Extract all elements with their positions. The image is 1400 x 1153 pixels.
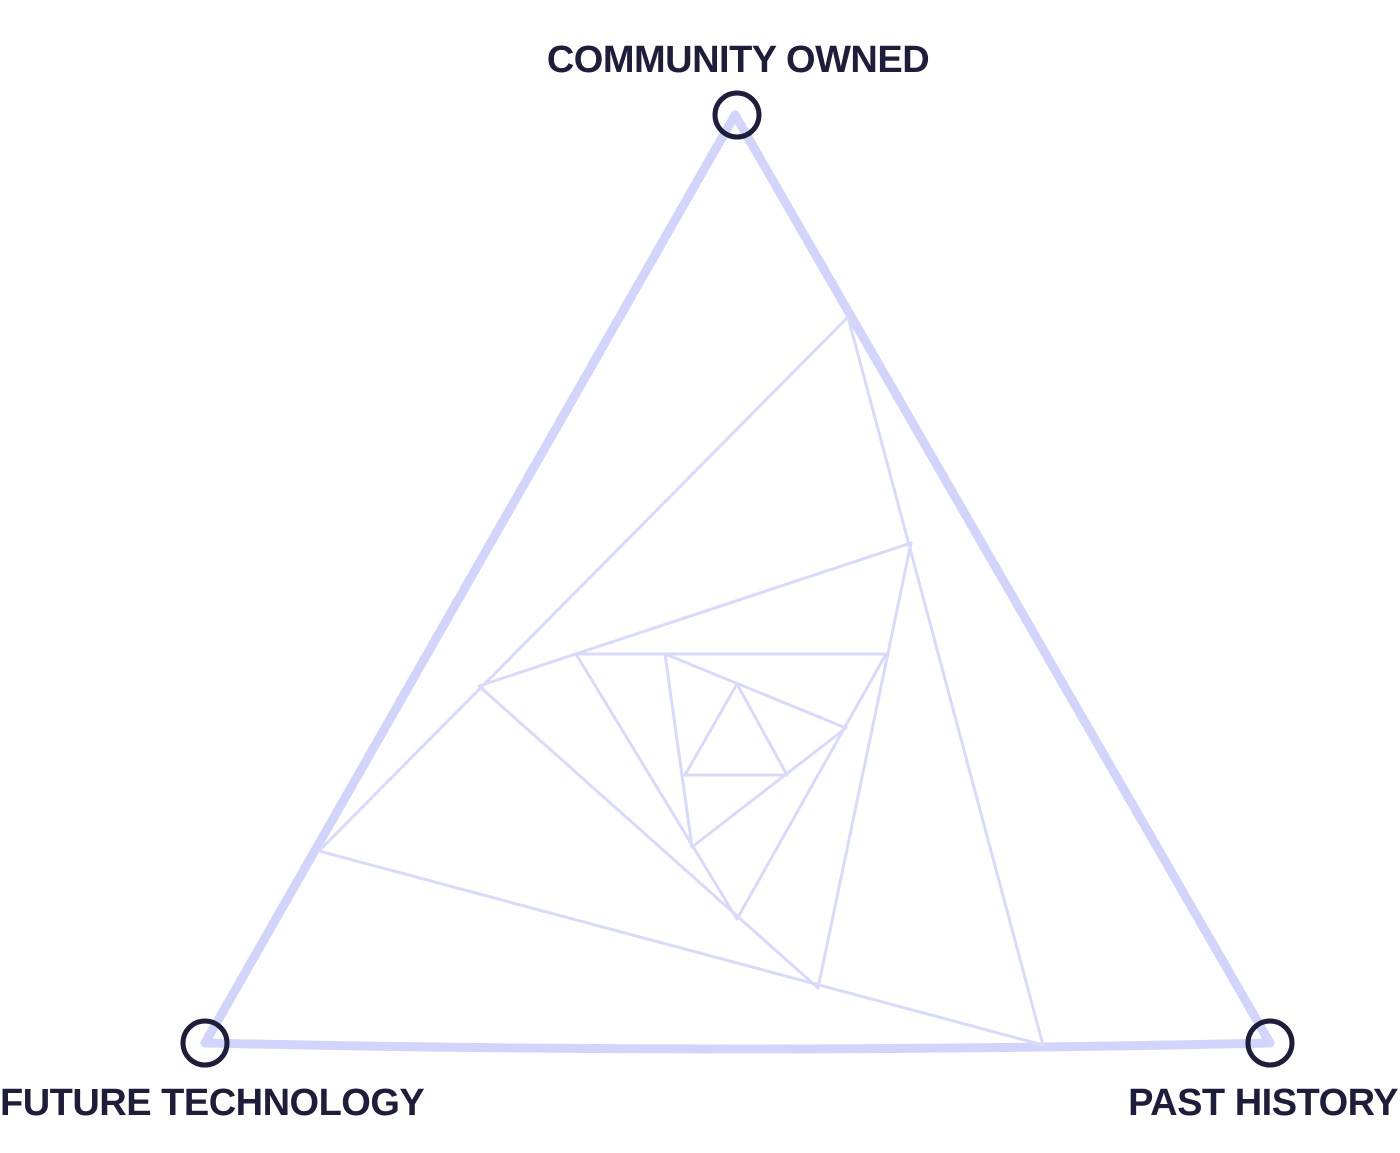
spiral-line-15 (735, 682, 789, 777)
outer-edge-right (730, 110, 1275, 1048)
vertex-node-right (1245, 1018, 1295, 1068)
spiral-line-12 (663, 652, 848, 730)
spiral-line-8 (574, 652, 739, 921)
vertex-node-top (712, 90, 762, 140)
spiral-line-13 (683, 682, 739, 777)
outer-edge-bottom (200, 1038, 1275, 1054)
spiral-line-10 (663, 652, 694, 849)
vertex-nodes (180, 90, 1295, 1068)
spiral-line-6 (477, 541, 913, 688)
spiral-line-9 (735, 652, 888, 921)
vertex-node-left (180, 1018, 230, 1068)
vertex-label-community-owned: COMMUNITY OWNED (546, 39, 930, 81)
spiral-lines (317, 315, 1045, 1047)
spiral-line-5 (477, 684, 820, 990)
spiral-line-4 (816, 541, 913, 990)
vertex-label-future-technology: FUTURE TECHNOLOGY (0, 1082, 425, 1124)
outer-edge-left (200, 110, 740, 1048)
vertex-label-past-history: PAST HISTORY (1128, 1082, 1398, 1124)
spiral-line-3 (317, 849, 1045, 1047)
spiral-line-1 (846, 315, 1045, 1047)
outer-triangle (200, 110, 1275, 1054)
spiral-line-2 (317, 315, 850, 853)
spiral-line-11 (690, 726, 848, 849)
